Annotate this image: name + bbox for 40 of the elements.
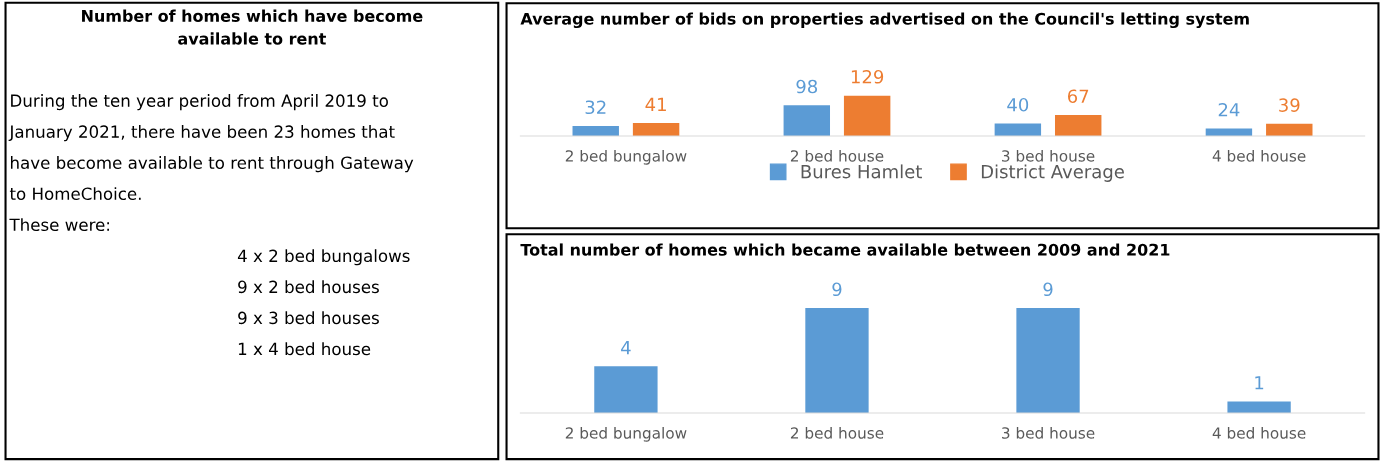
x-tick-label: 4 bed house	[1212, 149, 1306, 162]
data-label: 41	[645, 97, 666, 112]
text: to HomeChoice.	[9, 187, 141, 201]
data-label: 32	[585, 100, 606, 115]
text: These were:	[9, 218, 109, 232]
chart-title: Total number of homes which became available between 2009 and 2021	[520, 243, 1170, 256]
bar	[1205, 128, 1253, 136]
data-label: 4	[621, 341, 631, 355]
data-label: 24	[1218, 102, 1240, 117]
data-label: 129	[851, 69, 884, 84]
bar	[783, 105, 831, 136]
text: 9 x 3 bed houses	[238, 311, 379, 325]
x-tick-label: 3 bed house	[1002, 149, 1095, 162]
data-label: 67	[1067, 89, 1089, 104]
data-label: 40	[1007, 97, 1029, 112]
data-label: 98	[796, 79, 818, 94]
chart-title: Average number of bids on properties advertised on the Council's letting system	[520, 12, 1249, 29]
data-label: 9	[1043, 282, 1053, 297]
x-tick-label: 4 bed house	[1212, 426, 1306, 439]
text: Number of homes which have become available to rent	[82, 9, 423, 45]
x-tick-label: 2 bed bungalow	[565, 149, 687, 165]
x-tick-label: 2 bed house	[790, 426, 884, 439]
legend-label: District Average	[981, 164, 1124, 182]
text: During the ten year period from April 2019 to	[11, 94, 388, 111]
data-label: 1	[1255, 376, 1264, 390]
text: 9 x 2 bed houses	[238, 280, 379, 294]
x-tick-label: 2 bed house	[790, 149, 884, 162]
bar	[843, 95, 891, 136]
bar	[994, 123, 1042, 136]
text: January 2021, there have been 23 homes that	[8, 125, 395, 142]
bar	[1055, 114, 1102, 136]
text: 4 x 2 bed bungalows	[237, 249, 410, 266]
bar	[632, 123, 680, 136]
text: 1 x 4 bed house	[238, 342, 371, 356]
x-tick-label: 3 bed house	[1002, 426, 1095, 439]
data-label: 9	[832, 282, 842, 297]
x-tick-label: 2 bed bungalow	[565, 426, 687, 442]
legend-label: Bures Hamlet	[801, 164, 922, 179]
data-label: 39	[1279, 98, 1300, 112]
text: have become available to rent through Gateway	[10, 156, 414, 173]
